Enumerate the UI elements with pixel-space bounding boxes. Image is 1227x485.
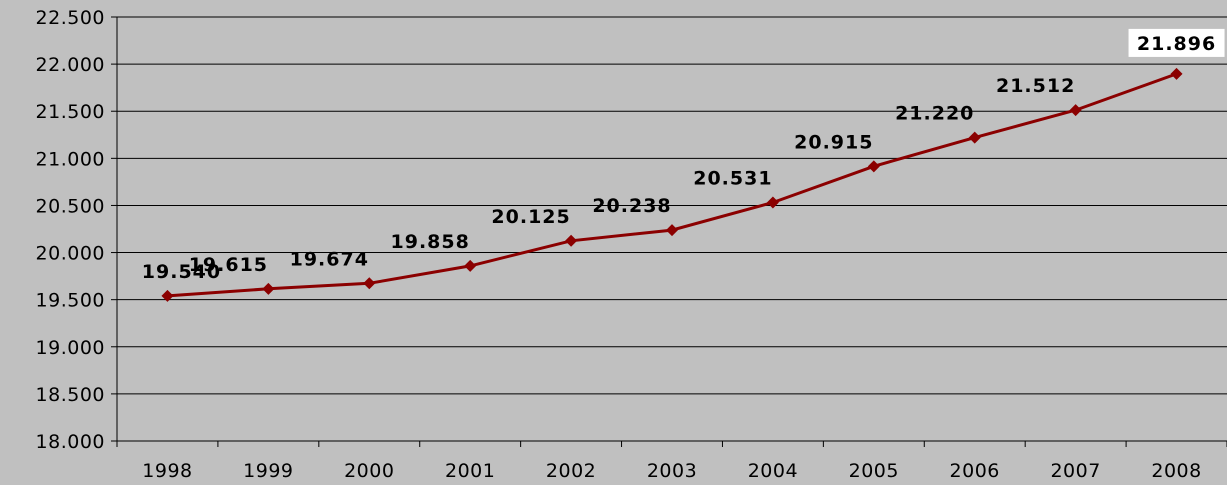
data-point-2007	[1069, 104, 1082, 117]
data-point-2003	[666, 224, 678, 237]
data-point-2005	[867, 160, 880, 173]
data-point-2008	[1170, 67, 1183, 80]
x-tick-label-2008: 2008	[1151, 460, 1201, 482]
data-point-2002	[565, 234, 578, 247]
data-label-2000: 19.674	[290, 248, 369, 270]
x-tick-label-2007: 2007	[1050, 460, 1100, 482]
data-label-2002: 20.125	[491, 206, 570, 228]
x-tick-label-2000: 2000	[344, 460, 394, 482]
x-tick-label-2003: 2003	[647, 460, 697, 482]
axes	[111, 16, 1227, 447]
data-label-2006: 21.220	[895, 103, 974, 125]
y-tick-label: 22.000	[36, 54, 105, 76]
y-tick-label: 19.500	[36, 290, 105, 312]
y-tick-label: 20.500	[36, 195, 105, 217]
x-tick-label-1998: 1998	[142, 460, 192, 482]
x-tick-label-2005: 2005	[849, 460, 899, 482]
y-tick-label: 21.500	[36, 101, 105, 123]
data-label-2007: 21.512	[996, 75, 1075, 97]
y-axis-tick-labels: 18.000 18.500 19.000 19.500 20.000 20.500 21.0…	[36, 7, 105, 453]
data-point-1998	[161, 289, 174, 302]
y-tick-label: 19.000	[36, 337, 105, 359]
data-point-2004	[766, 196, 779, 209]
data-label-1999: 19.615	[189, 254, 268, 276]
x-axis-tick-labels: 1998 1999 2000 2001 2002 2003 2004 2005 2006 2007…	[142, 460, 1201, 482]
y-tick-label: 21.000	[36, 148, 105, 170]
data-point-2000	[363, 277, 376, 290]
x-tick-label-2001: 2001	[445, 460, 495, 482]
y-tick-label: 20.000	[36, 243, 105, 265]
data-label-2005: 20.915	[794, 131, 873, 153]
x-tick-label-2002: 2002	[546, 460, 596, 482]
x-tick-label-2006: 2006	[950, 460, 1000, 482]
gridlines	[117, 16, 1227, 395]
data-markers	[161, 67, 1183, 302]
x-tick-label-1999: 1999	[243, 460, 293, 482]
data-label-2004: 20.531	[693, 168, 772, 190]
data-label-highlight-box	[1128, 28, 1225, 57]
data-label-2003: 20.238	[592, 195, 671, 217]
x-tick-label-2004: 2004	[748, 460, 798, 482]
data-label-2001: 19.858	[391, 231, 470, 253]
y-tick-label: 18.000	[36, 431, 105, 453]
data-label-1998: 19.540	[142, 261, 221, 283]
data-point-1999	[262, 282, 275, 295]
data-point-2006	[968, 131, 981, 144]
data-label-2008: 21.896	[1137, 33, 1216, 55]
y-tick-label: 22.500	[36, 7, 105, 29]
data-point-2001	[464, 259, 477, 272]
y-tick-label: 18.500	[36, 384, 105, 406]
